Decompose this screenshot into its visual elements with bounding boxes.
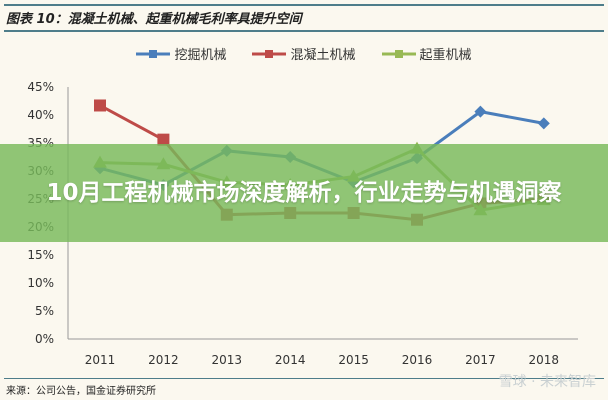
y-tick-label: 40% xyxy=(27,108,54,122)
x-tick-label: 2016 xyxy=(402,353,433,367)
chart-title: 图表 10：混凝土机械、起重机械毛利率具提升空间 xyxy=(6,12,302,27)
watermark: 雪球 · 未来智库 xyxy=(498,374,596,390)
data-point xyxy=(94,99,106,112)
x-tick-label: 2012 xyxy=(148,353,179,367)
top-rule xyxy=(4,4,604,6)
data-point xyxy=(157,133,170,146)
y-tick-label: 10% xyxy=(27,276,54,290)
x-tick-label: 2014 xyxy=(275,353,306,367)
headline-text: 10月工程机械市场深度解析，行业走势与机遇洞察 xyxy=(46,180,562,206)
y-tick-label: 15% xyxy=(27,248,54,262)
y-tick-label: 45% xyxy=(27,80,54,94)
legend-swatch-icon xyxy=(136,49,171,58)
x-tick-label: 2017 xyxy=(465,353,496,367)
x-tick-label: 2018 xyxy=(529,353,560,367)
data-point xyxy=(537,117,550,130)
legend: 挖掘机械 混凝土机械 起重机械 xyxy=(0,44,608,63)
x-tick-label: 2011 xyxy=(85,353,116,367)
legend-item: 起重机械 xyxy=(381,44,472,63)
source-note: 来源：公司公告，国金证券研究所 xyxy=(6,386,156,397)
x-tick-label: 2013 xyxy=(212,353,243,367)
legend-label: 混凝土机械 xyxy=(290,48,356,63)
legend-item: 挖掘机械 xyxy=(136,44,226,63)
legend-label: 挖掘机械 xyxy=(174,48,227,63)
headline-banner: 10月工程机械市场深度解析，行业走势与机遇洞察 xyxy=(0,144,608,242)
legend-label: 起重机械 xyxy=(419,48,472,63)
legend-swatch-icon xyxy=(252,49,287,58)
x-tick-label: 2015 xyxy=(338,353,369,367)
y-tick-label: 0% xyxy=(35,332,54,346)
bottom-rule xyxy=(4,378,604,379)
title-rule xyxy=(4,30,604,32)
y-tick-label: 5% xyxy=(35,304,54,318)
legend-item: 混凝土机械 xyxy=(252,44,356,63)
legend-swatch-icon xyxy=(381,49,416,58)
data-point xyxy=(474,105,487,118)
